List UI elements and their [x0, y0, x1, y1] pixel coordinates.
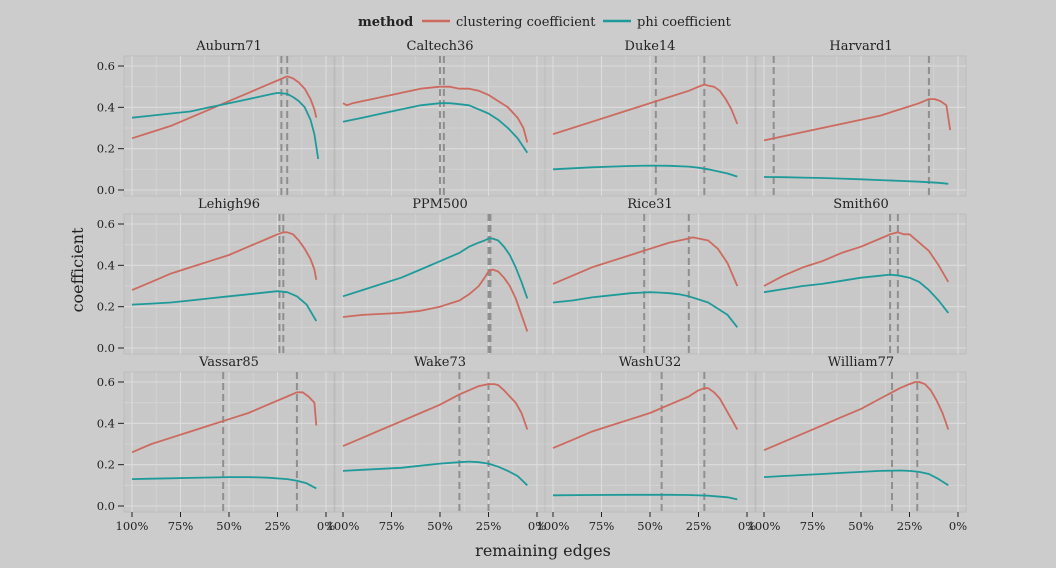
legend-title: method: [358, 15, 413, 30]
x-tick-label: 25%: [476, 519, 502, 533]
y-tick-label: 0.2: [97, 458, 115, 472]
panel-caltech36: Caltech36: [334, 39, 546, 197]
series-clustering: [552, 236, 739, 287]
x-tick-label: 50%: [427, 519, 453, 533]
series-clustering: [763, 231, 950, 287]
y-tick-label: 0.0: [97, 341, 115, 355]
panel-washu32: WashU32 100% 75% 50% 25% 0%: [537, 355, 757, 533]
x-tick-label: 75%: [800, 519, 826, 533]
x-tick-label: 100%: [327, 519, 360, 533]
panel-smith60: Smith60: [755, 197, 967, 355]
x-tick-label: 50%: [216, 519, 242, 533]
panel-title: Auburn71: [195, 39, 262, 54]
series-clustering: [131, 231, 318, 291]
x-tick-label: 25%: [897, 519, 923, 533]
y-tick-label: 0.4: [97, 258, 115, 272]
panel-title: Smith60: [833, 197, 889, 212]
x-tick-label: 50%: [848, 519, 874, 533]
panel-title: Vassar85: [198, 355, 259, 370]
y-tick-label: 0.4: [97, 416, 115, 430]
panel-title: Lehigh96: [198, 197, 260, 212]
y-tick-label: 0.0: [97, 499, 115, 513]
series-phi: [763, 469, 949, 487]
series-phi: [552, 164, 738, 178]
legend-label-phi: phi coefficient: [637, 15, 732, 30]
y-tick-label: 0.2: [97, 142, 115, 156]
y-tick-label: 0.4: [97, 100, 115, 114]
series-phi: [763, 176, 949, 185]
x-tick-label: 0%: [738, 519, 756, 533]
series-phi: [131, 476, 317, 490]
y-tick-label: 0.6: [97, 217, 115, 231]
series-phi: [342, 237, 529, 299]
x-tick-label: 0%: [949, 519, 967, 533]
panel-title: Caltech36: [407, 39, 474, 54]
panel-title: Harvard1: [829, 39, 892, 54]
series-phi: [131, 92, 320, 160]
y-axis-title: coefficient: [68, 227, 87, 312]
series-clustering: [131, 391, 318, 454]
panel-lehigh96: Lehigh96 0.0 0.2 0.4 0.6: [97, 197, 335, 355]
series-phi: [342, 102, 529, 154]
panel-ppm500: PPM500: [334, 197, 546, 355]
series-clustering: [763, 381, 950, 452]
panel-title: Rice31: [627, 197, 672, 212]
panel-title: Duke14: [625, 39, 676, 54]
y-tick-label: 0.2: [97, 300, 115, 314]
series-phi: [131, 290, 318, 322]
series-clustering: [552, 83, 739, 136]
panel-vassar85: Vassar85 0.0 0.2 0.4 0.6 100% 75% 50% 25% 0%: [97, 355, 335, 533]
series-phi: [552, 291, 739, 328]
x-tick-label: 75%: [379, 519, 405, 533]
panel-duke14: Duke14: [544, 39, 756, 197]
legend-label-clustering: clustering coefficient: [456, 15, 596, 30]
panel-wake73: Wake73 100% 75% 50% 25% 0%: [327, 355, 547, 533]
x-tick-label: 50%: [637, 519, 663, 533]
series-clustering: [342, 85, 529, 143]
legend: method clustering coefficient phi coeffi…: [358, 15, 732, 30]
x-tick-label: 0%: [317, 519, 335, 533]
series-clustering: [131, 75, 318, 140]
series-phi: [552, 493, 738, 501]
series-clustering: [342, 268, 529, 332]
series-phi: [763, 273, 950, 314]
x-tick-label: 75%: [589, 519, 615, 533]
series-phi: [342, 460, 528, 486]
y-tick-label: 0.6: [97, 59, 115, 73]
x-tick-label: 100%: [537, 519, 570, 533]
y-tick-label: 0.0: [97, 183, 115, 197]
panel-rice31: Rice31: [544, 197, 756, 355]
series-clustering: [552, 387, 739, 449]
x-tick-label: 25%: [265, 519, 291, 533]
panel-title: William77: [828, 355, 894, 370]
x-tick-label: 100%: [748, 519, 781, 533]
panel-title: PPM500: [412, 197, 468, 212]
panel-title: Wake73: [414, 355, 466, 370]
x-tick-label: 25%: [686, 519, 712, 533]
x-tick-label: 75%: [168, 519, 194, 533]
panel-harvard1: Harvard1: [755, 39, 967, 197]
series-clustering: [763, 98, 952, 142]
panel-auburn71: Auburn71 0.0 0.2 0.4 0.6: [97, 39, 335, 197]
panel-william77: William77 100% 75% 50% 25% 0%: [748, 355, 968, 533]
panel-title: WashU32: [619, 355, 682, 370]
x-tick-label: 0%: [528, 519, 546, 533]
y-tick-label: 0.6: [97, 375, 115, 389]
x-axis-title: remaining edges: [475, 541, 611, 560]
series-clustering: [342, 383, 529, 447]
x-tick-label: 100%: [116, 519, 149, 533]
